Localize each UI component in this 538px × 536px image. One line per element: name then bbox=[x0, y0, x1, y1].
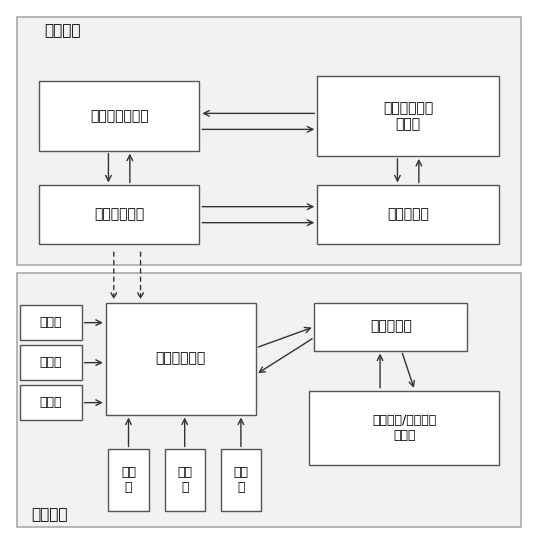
Bar bbox=[39, 81, 200, 151]
Bar bbox=[20, 385, 82, 420]
Bar bbox=[17, 17, 521, 265]
Bar bbox=[106, 303, 256, 415]
Bar bbox=[317, 76, 499, 156]
Bar bbox=[39, 185, 200, 244]
Bar bbox=[309, 391, 499, 465]
Text: 三维引擎/模型数据
服务器: 三维引擎/模型数据 服务器 bbox=[372, 414, 436, 442]
Text: 传感器: 传感器 bbox=[40, 396, 62, 409]
Text: 三维图形处理
服务器: 三维图形处理 服务器 bbox=[383, 101, 433, 131]
Text: 传感器: 传感器 bbox=[40, 356, 62, 369]
Text: 上级平台: 上级平台 bbox=[44, 23, 81, 38]
Bar bbox=[109, 449, 148, 511]
Text: 站端系统: 站端系统 bbox=[31, 507, 67, 522]
Text: 视频监控客户端: 视频监控客户端 bbox=[90, 109, 148, 123]
Bar bbox=[165, 449, 205, 511]
Bar bbox=[221, 449, 261, 511]
Bar bbox=[17, 273, 521, 526]
Text: 前端编码设备: 前端编码设备 bbox=[155, 352, 206, 366]
Text: 传感器: 传感器 bbox=[40, 316, 62, 329]
Bar bbox=[20, 306, 82, 340]
Text: 摄像
机: 摄像 机 bbox=[233, 466, 249, 494]
Text: 管理服务器: 管理服务器 bbox=[387, 207, 429, 222]
Bar bbox=[317, 185, 499, 244]
Bar bbox=[315, 303, 467, 351]
Text: 流媒体服务器: 流媒体服务器 bbox=[94, 207, 144, 222]
Bar bbox=[20, 345, 82, 380]
Text: 摄像
机: 摄像 机 bbox=[177, 466, 192, 494]
Text: 管理客户端: 管理客户端 bbox=[370, 319, 412, 333]
Text: 摄像
机: 摄像 机 bbox=[121, 466, 136, 494]
